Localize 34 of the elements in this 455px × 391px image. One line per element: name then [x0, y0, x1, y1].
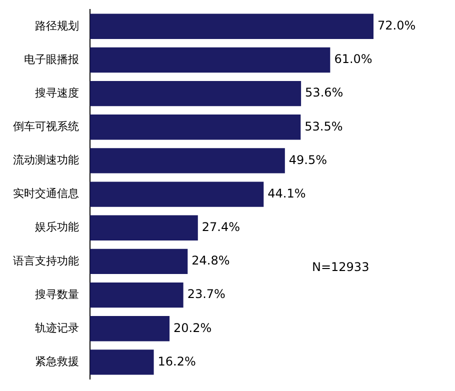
bar: [90, 14, 374, 39]
data-label: 20.2%: [174, 320, 212, 335]
annotation: N=12933: [312, 260, 370, 274]
bar: [90, 80, 302, 106]
bar: [90, 282, 184, 308]
y-tick-label: 倒车可视系统: [13, 120, 79, 133]
y-tick-label: 紧急救援: [35, 355, 79, 368]
bar: [90, 248, 188, 274]
data-label: 24.8%: [192, 254, 230, 268]
y-tick-label: 搜寻数量: [35, 288, 79, 301]
data-label: 27.4%: [202, 220, 240, 234]
y-tick-label: 路径规划: [35, 19, 79, 32]
data-label: 53.6%: [305, 86, 344, 100]
y-tick-label: 轨迹记录: [35, 321, 79, 334]
data-label: 44.1%: [268, 186, 306, 200]
y-tick-label: 搜寻速度: [35, 86, 79, 100]
data-label: 49.5%: [288, 152, 328, 167]
y-tick-label: 电子眼播报: [24, 52, 79, 66]
bar: [90, 182, 264, 207]
bar: [90, 148, 285, 174]
y-tick-label: 实时交通信息: [13, 187, 79, 200]
bar: [90, 215, 198, 240]
bar: [90, 350, 154, 375]
y-tick-label: 语言支持功能: [13, 254, 79, 268]
data-label: 53.5%: [304, 119, 343, 134]
bar: [90, 316, 170, 342]
bar: [90, 114, 301, 140]
y-tick-label: 娱乐功能: [35, 220, 79, 234]
data-label: 16.2%: [158, 354, 196, 368]
data-label: 72.0%: [378, 18, 416, 33]
bar: [90, 47, 330, 73]
data-label: 61.0%: [334, 52, 372, 66]
y-tick-label: 流动测速功能: [13, 154, 79, 167]
data-label: 23.7%: [187, 287, 226, 302]
